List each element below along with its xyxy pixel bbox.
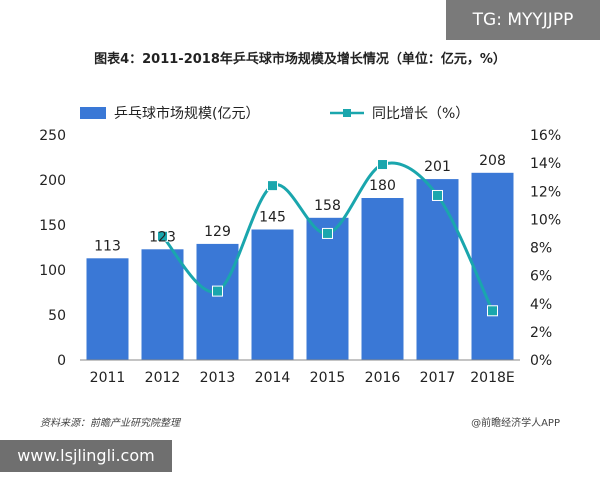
bar xyxy=(416,179,459,360)
legend-line-marker xyxy=(343,109,351,117)
bar-value-label: 129 xyxy=(204,224,231,240)
growth-marker xyxy=(377,159,388,171)
x-tick-label: 2013 xyxy=(200,370,236,386)
legend-bar-swatch xyxy=(80,107,106,119)
growth-marker xyxy=(322,227,333,239)
x-tick-label: 2016 xyxy=(365,370,401,386)
x-tick-label: 2017 xyxy=(420,370,456,386)
bar xyxy=(86,258,129,360)
bar-value-label: 113 xyxy=(94,238,121,254)
bar xyxy=(361,198,404,360)
bar xyxy=(196,243,239,360)
y-right-tick-label: 12% xyxy=(530,184,561,200)
bar-value-label: 201 xyxy=(424,159,451,175)
y-left-tick-label: 150 xyxy=(39,218,66,234)
growth-marker xyxy=(157,230,168,242)
growth-marker xyxy=(267,180,278,192)
bar-value-label: 123 xyxy=(149,229,176,245)
bar-value-label: 180 xyxy=(369,178,396,194)
brand-note: @前瞻经济学人APP xyxy=(471,418,560,429)
bar-value-label: 158 xyxy=(314,198,341,214)
legend-line-label: 同比增长（%） xyxy=(372,106,469,122)
bar xyxy=(471,172,514,360)
growth-marker xyxy=(432,189,443,201)
y-left-tick-label: 200 xyxy=(39,173,66,189)
legend-bar-label: 乒乓球市场规模(亿元） xyxy=(114,105,259,122)
y-right-tick-label: 8% xyxy=(530,241,552,257)
growth-marker xyxy=(487,305,498,317)
chart-title: 图表4：2011-2018年乒乓球市场规模及增长情况（单位：亿元，%） xyxy=(94,52,506,67)
x-tick-label: 2015 xyxy=(310,370,346,386)
y-right-tick-label: 10% xyxy=(530,212,561,228)
y-left-tick-label: 50 xyxy=(48,308,66,324)
x-tick-label: 2018E xyxy=(470,370,514,386)
y-right-tick-label: 16% xyxy=(530,128,561,144)
growth-marker xyxy=(212,285,223,297)
x-tick-label: 2014 xyxy=(255,370,291,386)
y-right-tick-label: 4% xyxy=(530,297,552,313)
bar xyxy=(306,217,349,360)
y-left-tick-label: 0 xyxy=(57,353,66,369)
bar-value-label: 208 xyxy=(479,153,506,169)
bar xyxy=(251,229,294,360)
y-right-tick-label: 2% xyxy=(530,325,552,341)
x-tick-label: 2011 xyxy=(90,370,126,386)
y-right-tick-label: 6% xyxy=(530,269,552,285)
watermark-tag: TG: MYYJJPP xyxy=(446,0,600,40)
bar-value-label: 145 xyxy=(259,210,286,226)
site-watermark: www.lsjlingli.com xyxy=(0,440,172,472)
y-right-tick-label: 0% xyxy=(530,353,552,369)
y-right-tick-label: 14% xyxy=(530,156,561,172)
source-note: 资料来源：前瞻产业研究院整理 xyxy=(40,418,180,429)
y-left-tick-label: 100 xyxy=(39,263,66,279)
bar xyxy=(141,249,184,360)
x-tick-label: 2012 xyxy=(145,370,181,386)
y-left-tick-label: 250 xyxy=(39,128,66,144)
